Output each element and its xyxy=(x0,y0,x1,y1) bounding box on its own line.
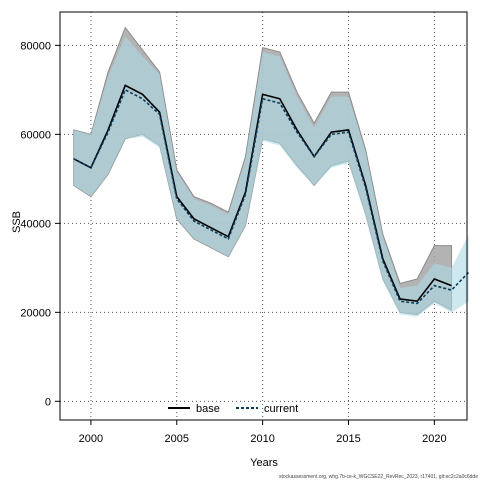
x-tick-label: 2005 xyxy=(165,433,189,445)
footnote: stockassessment.org, whg.7b-ce-k_WGCSE22… xyxy=(279,474,478,480)
y-tick-label: 0 xyxy=(45,396,51,408)
y-tick-label: 40000 xyxy=(20,218,51,230)
y-tick-label: 80000 xyxy=(20,40,51,52)
plot-frame xyxy=(59,11,468,421)
axis-ticks: 2000 2005 2010 2015 2020 0 20000 40000 60000 8000… xyxy=(20,40,446,445)
y-tick-label: 60000 xyxy=(20,129,51,141)
legend-label-base: base xyxy=(196,403,220,415)
series-lines xyxy=(73,84,470,305)
x-tick-label: 2020 xyxy=(422,433,446,445)
series-line-base xyxy=(73,84,452,303)
y-tick-label: 20000 xyxy=(20,307,51,319)
y-axis-title: SSB xyxy=(11,211,23,233)
legend-label-current: current xyxy=(264,403,298,415)
confidence-bands xyxy=(73,26,469,317)
x-axis-title: Years xyxy=(250,457,278,469)
x-tick-label: 2010 xyxy=(250,433,274,445)
series-line-current xyxy=(73,88,470,305)
x-tick-label: 2015 xyxy=(336,433,360,445)
band-current xyxy=(73,36,469,317)
legend: base current xyxy=(168,403,298,415)
x-tick-label: 2000 xyxy=(79,433,103,445)
